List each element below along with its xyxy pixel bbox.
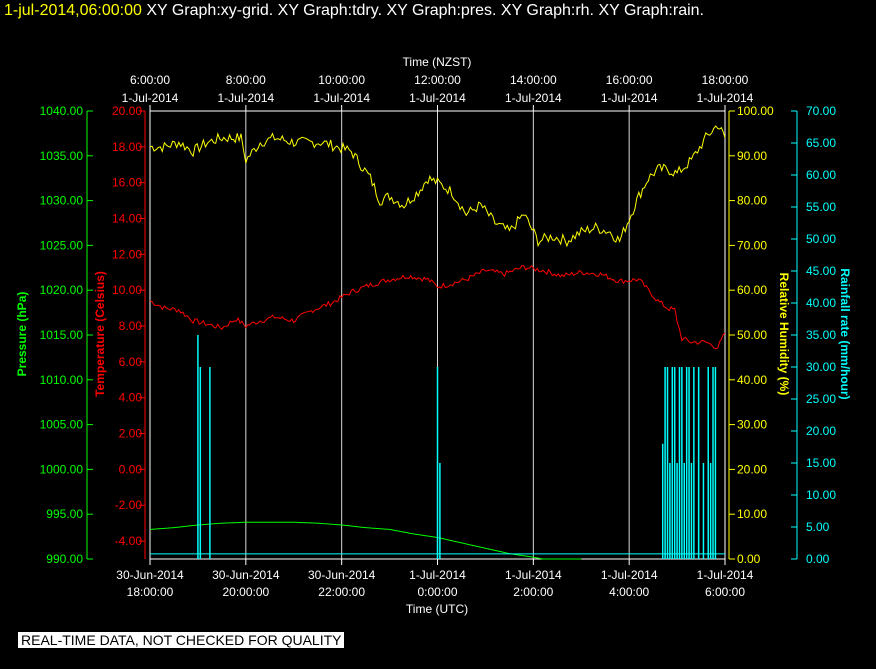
top-tick-label: 10:00:00 (318, 73, 365, 87)
humidity-tick-label: 30.00 (737, 418, 767, 432)
pressure-tick-label: 1025.00 (40, 238, 84, 252)
graph-title-pres: XY Graph:pres. (386, 2, 497, 19)
pressure-tick-label: 1010.00 (40, 373, 84, 387)
top-tick-label: 14:00:00 (510, 73, 557, 87)
pressure-tick-label: 1020.00 (40, 283, 84, 297)
bottom-tick-label: 30-Jun-2014 (212, 568, 280, 582)
humidity-tick-label: 50.00 (737, 328, 767, 342)
pressure-tick-label: 990.00 (46, 552, 83, 566)
top-tick-label: 8:00:00 (226, 73, 266, 87)
top-tick-label: 1-Jul-2014 (697, 91, 754, 105)
top-tick-label: 16:00:00 (606, 73, 653, 87)
temperature-tick-label: 4.00 (119, 391, 143, 405)
temperature-tick-label: 8.00 (119, 319, 143, 333)
pressure-tick-label: 1040.00 (40, 104, 84, 118)
bottom-tick-label: 4:00:00 (609, 585, 649, 599)
temperature-tick-label: 20.00 (112, 104, 142, 118)
rainfall-tick-label: 0.00 (806, 552, 830, 566)
top-tick-label: 1-Jul-2014 (217, 91, 274, 105)
top-tick-label: 1-Jul-2014 (601, 91, 658, 105)
humidity-tick-label: 10.00 (737, 507, 767, 521)
top-tick-label: 1-Jul-2014 (409, 91, 466, 105)
humidity-axis-label: Relative Humidity (%) (777, 273, 791, 396)
rainfall-tick-label: 45.00 (806, 264, 836, 278)
bottom-tick-label: 1-Jul-2014 (409, 568, 466, 582)
temperature-tick-label: 0.00 (119, 462, 143, 476)
rainfall-tick-label: 55.00 (806, 200, 836, 214)
temperature-tick-label: 12.00 (112, 247, 142, 261)
humidity-tick-label: 80.00 (737, 194, 767, 208)
pressure-tick-label: 1015.00 (40, 328, 84, 342)
temperature-axis-label: Temperature (Celsius) (93, 271, 107, 397)
rainfall-tick-label: 50.00 (806, 232, 836, 246)
pressure-axis-label: Pressure (hPa) (15, 292, 29, 377)
humidity-tick-label: 0.00 (737, 552, 761, 566)
bottom-tick-label: 20:00:00 (222, 585, 269, 599)
bottom-tick-label: 18:00:00 (127, 585, 174, 599)
rainfall-tick-label: 60.00 (806, 168, 836, 182)
chart-header: 1-jul-2014,06:00:00 XY Graph:xy-grid. XY… (4, 2, 704, 20)
bottom-tick-label: 6:00:00 (705, 585, 745, 599)
rainfall-tick-label: 15.00 (806, 456, 836, 470)
humidity-tick-label: 20.00 (737, 462, 767, 476)
temperature-tick-label: -2.00 (115, 498, 143, 512)
rainfall-tick-label: 40.00 (806, 296, 836, 310)
quality-disclaimer: REAL-TIME DATA, NOT CHECKED FOR QUALITY (18, 632, 345, 648)
header-timestamp: 1-jul-2014,06:00:00 (4, 2, 142, 19)
rainfall-tick-label: 10.00 (806, 488, 836, 502)
graph-title-grid: XY Graph:xy-grid. (146, 2, 274, 19)
graph-title-tdry: XY Graph:tdry. (277, 2, 383, 19)
rainfall-tick-label: 30.00 (806, 360, 836, 374)
pressure-tick-label: 1005.00 (40, 418, 84, 432)
graph-title-rain: XY Graph:rain. (598, 2, 704, 19)
graph-title-rh: XY Graph:rh. (500, 2, 594, 19)
bottom-tick-label: 1-Jul-2014 (697, 568, 754, 582)
top-tick-label: 12:00:00 (414, 73, 461, 87)
temperature-tick-label: 10.00 (112, 283, 142, 297)
bottom-tick-label: 30-Jun-2014 (308, 568, 376, 582)
temperature-tick-label: 2.00 (119, 427, 143, 441)
rainfall-tick-label: 65.00 (806, 136, 836, 150)
axes: 6:00:00 1-Jul-2014 8:00:00 1-Jul-2014 10:00:… (40, 73, 837, 599)
humidity-tick-label: 70.00 (737, 238, 767, 252)
temperature-tick-label: -4.00 (115, 534, 143, 548)
bottom-tick-label: 30-Jun-2014 (116, 568, 184, 582)
rainfall-tick-label: 20.00 (806, 424, 836, 438)
humidity-tick-label: 90.00 (737, 149, 767, 163)
bottom-axis-label: Time (UTC) (406, 602, 468, 616)
rainfall-axis-label: Rainfall rate (mm/hour) (838, 268, 852, 399)
rainfall-tick-label: 5.00 (806, 520, 830, 534)
humidity-tick-label: 40.00 (737, 373, 767, 387)
rainfall-tick-label: 35.00 (806, 328, 836, 342)
rainfall-tick-label: 25.00 (806, 392, 836, 406)
top-axis-label: Time (NZST) (403, 55, 472, 69)
temperature-tick-label: 6.00 (119, 355, 143, 369)
pressure-tick-label: 995.00 (46, 507, 83, 521)
humidity-tick-label: 100.00 (737, 104, 774, 118)
temperature-tick-label: 16.00 (112, 176, 142, 190)
pressure-tick-label: 1035.00 (40, 149, 84, 163)
pressure-tick-label: 1030.00 (40, 194, 84, 208)
top-tick-label: 1-Jul-2014 (313, 91, 370, 105)
top-tick-label: 1-Jul-2014 (122, 91, 179, 105)
pressure-tick-label: 1000.00 (40, 462, 84, 476)
bottom-tick-label: 1-Jul-2014 (505, 568, 562, 582)
top-tick-label: 6:00:00 (130, 73, 170, 87)
bottom-tick-label: 1-Jul-2014 (601, 568, 658, 582)
temperature-series-line (149, 264, 726, 350)
rainfall-tick-label: 70.00 (806, 104, 836, 118)
bottom-tick-label: 2:00:00 (513, 585, 553, 599)
temperature-tick-label: 14.00 (112, 212, 142, 226)
humidity-tick-label: 60.00 (737, 283, 767, 297)
bottom-tick-label: 0:00:00 (417, 585, 457, 599)
top-tick-label: 1-Jul-2014 (505, 91, 562, 105)
humidity-series-line (149, 125, 726, 248)
temperature-tick-label: 18.00 (112, 140, 142, 154)
top-tick-label: 18:00:00 (702, 73, 749, 87)
bottom-tick-label: 22:00:00 (318, 585, 365, 599)
series-layer (149, 125, 726, 560)
